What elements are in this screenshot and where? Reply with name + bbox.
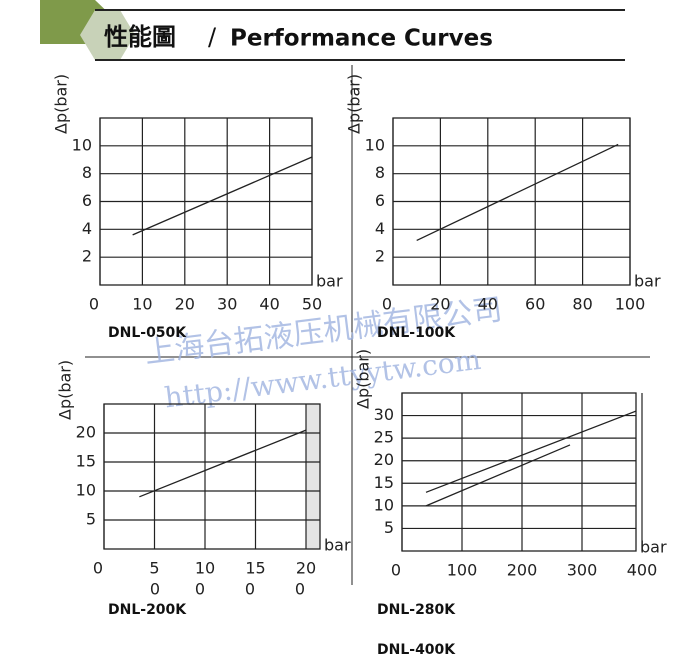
y-tick-label: 8 <box>375 163 385 182</box>
y-tick-label: 15 <box>76 452 96 471</box>
y-tick-label: 20 <box>76 423 96 442</box>
y-tick-label: 6 <box>375 191 385 210</box>
x-tick-label: 10 <box>195 559 215 578</box>
y-tick-label: 4 <box>375 219 385 238</box>
curve <box>425 444 571 507</box>
x-tick-label: 0 <box>391 561 401 580</box>
x-tick-label: 0 <box>89 295 99 314</box>
y-axis-label: Δp(bar) <box>354 349 373 409</box>
title-cn: 性能圖 <box>104 23 176 51</box>
x-tick-label: 50 <box>302 295 322 314</box>
x-tick-label: 80 <box>572 295 592 314</box>
model-label: DNL-280K <box>377 602 456 618</box>
title-en: Performance Curves <box>230 26 493 52</box>
x-axis-label: bar <box>324 536 351 555</box>
y-tick-label: 5 <box>384 518 394 537</box>
x-tick-label: 400 <box>627 561 658 580</box>
extra-label: 0 <box>195 580 205 599</box>
curve <box>132 156 313 236</box>
plot-frame <box>103 403 321 550</box>
y-tick-label: 2 <box>375 247 385 266</box>
y-axis-label: Δp(bar) <box>52 74 71 134</box>
model-label: DNL-200K <box>108 602 187 618</box>
model-label: DNL-400K <box>377 642 456 658</box>
y-tick-label: 10 <box>374 495 394 514</box>
x-tick-label: 20 <box>296 559 316 578</box>
curve <box>425 410 637 493</box>
extra-label: 0 <box>245 580 255 599</box>
model-label: DNL-050K <box>108 325 187 341</box>
x-tick-label: 40 <box>259 295 279 314</box>
y-tick-label: 20 <box>374 450 394 469</box>
hex-icon <box>80 10 135 60</box>
y-tick-label: 10 <box>76 481 96 500</box>
plot-frame <box>401 392 637 552</box>
y-tick-label: 8 <box>82 163 92 182</box>
y-tick-label: 5 <box>86 510 96 529</box>
extra-label: 0 <box>150 580 160 599</box>
x-tick-label: 0 <box>93 559 103 578</box>
y-axis-label: Δp(bar) <box>56 360 75 420</box>
x-tick-label: 0 <box>382 295 392 314</box>
y-tick-label: 4 <box>82 219 92 238</box>
x-tick-label: 100 <box>447 561 478 580</box>
y-tick-label: 6 <box>82 191 92 210</box>
x-axis-label: bar <box>634 272 661 291</box>
x-tick-label: 20 <box>430 295 450 314</box>
model-label: DNL-100K <box>377 325 456 341</box>
curve <box>416 143 619 242</box>
x-axis-label: bar <box>640 538 667 557</box>
y-tick-label: 10 <box>365 135 385 154</box>
y-tick-label: 15 <box>374 473 394 492</box>
x-tick-label: 10 <box>132 295 152 314</box>
title-sep: / <box>208 23 217 51</box>
curve <box>139 429 307 498</box>
y-tick-label: 10 <box>72 135 92 154</box>
y-tick-label: 2 <box>82 247 92 266</box>
extra-label: 0 <box>295 580 305 599</box>
x-tick-label: 40 <box>478 295 498 314</box>
x-tick-label: 60 <box>525 295 545 314</box>
y-tick-label: 25 <box>374 428 394 447</box>
x-tick-label: 15 <box>245 559 265 578</box>
x-tick-label: 5 <box>149 559 159 578</box>
plot-shade <box>306 404 320 549</box>
y-tick-label: 30 <box>374 405 394 424</box>
x-tick-label: 20 <box>175 295 195 314</box>
x-axis-label: bar <box>316 272 343 291</box>
x-tick-label: 30 <box>217 295 237 314</box>
x-tick-label: 300 <box>567 561 598 580</box>
y-axis-label: Δp(bar) <box>345 74 364 134</box>
x-tick-label: 100 <box>615 295 646 314</box>
x-tick-label: 200 <box>507 561 538 580</box>
